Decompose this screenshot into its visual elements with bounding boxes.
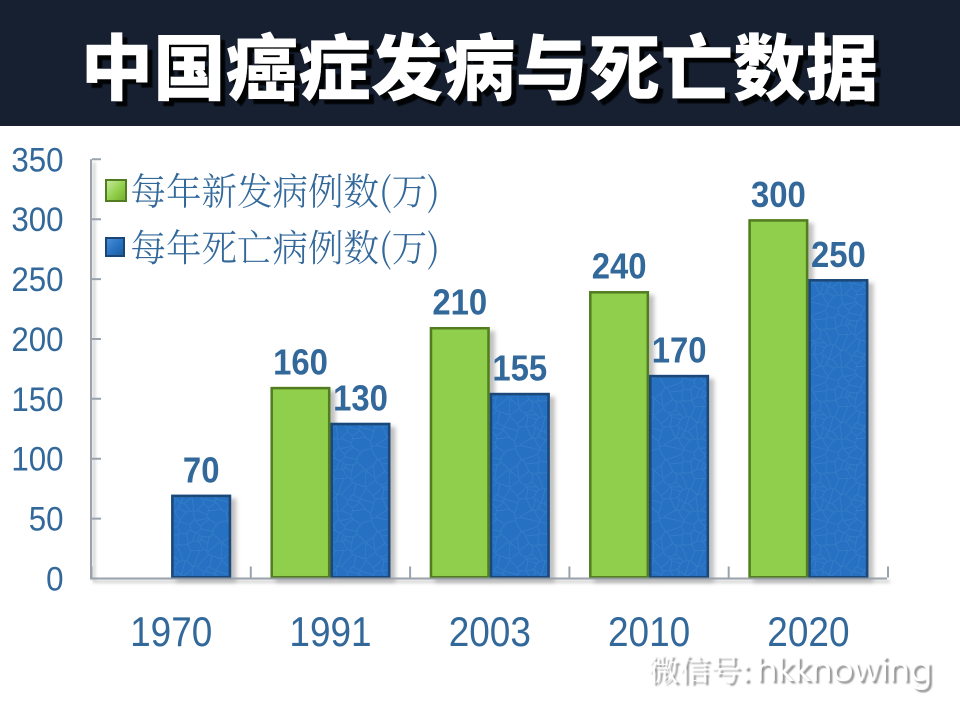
svg-text:130: 130 (333, 379, 388, 419)
svg-text:70: 70 (183, 451, 220, 491)
svg-text:0: 0 (46, 559, 63, 598)
svg-text:1991: 1991 (289, 609, 371, 656)
svg-text:240: 240 (592, 247, 647, 287)
svg-text:170: 170 (652, 331, 707, 371)
svg-text:250: 250 (11, 260, 63, 299)
svg-text:100: 100 (11, 439, 63, 478)
svg-text:2010: 2010 (608, 609, 690, 656)
svg-text:1970: 1970 (130, 609, 212, 656)
svg-text:300: 300 (11, 200, 63, 239)
svg-text:300: 300 (751, 175, 806, 215)
svg-text:155: 155 (492, 349, 547, 389)
svg-text:2003: 2003 (449, 609, 531, 656)
svg-text:150: 150 (11, 380, 63, 419)
svg-text:160: 160 (273, 343, 328, 383)
svg-text:250: 250 (811, 235, 866, 275)
svg-text:200: 200 (11, 320, 63, 359)
svg-text:2020: 2020 (767, 609, 849, 656)
svg-text:50: 50 (29, 499, 64, 538)
svg-text:350: 350 (11, 140, 63, 179)
svg-text:210: 210 (432, 283, 487, 323)
